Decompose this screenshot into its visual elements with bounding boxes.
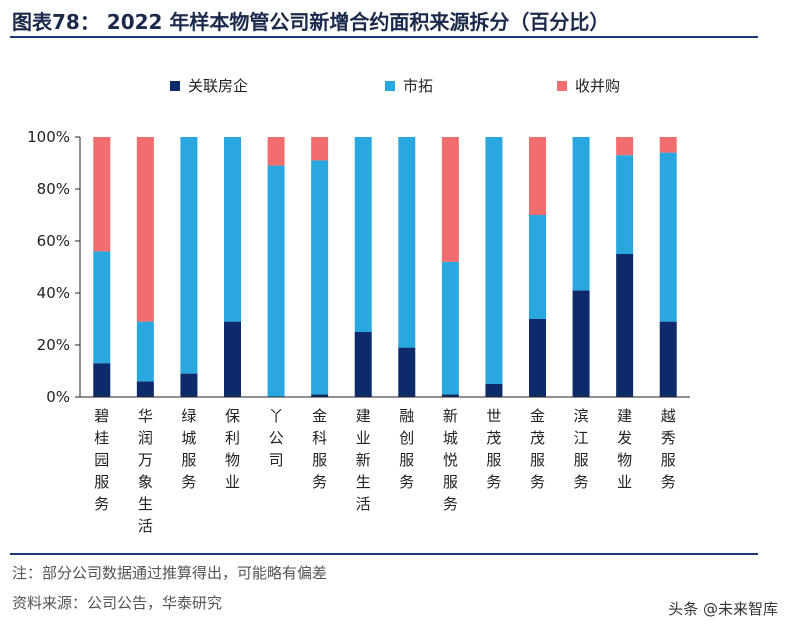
bar-5-0	[311, 394, 329, 397]
bar-6-1	[354, 137, 372, 332]
bar-10-1	[529, 215, 546, 319]
bar-7-1	[398, 137, 416, 348]
x-label-12: 建发物业	[617, 407, 632, 491]
bar-1-2	[136, 137, 154, 322]
legend-label-0: 关联房企	[188, 77, 248, 95]
y-tick-label-5: 100%	[27, 128, 70, 146]
bar-1-0	[136, 381, 154, 397]
footer-divider	[10, 553, 758, 555]
bars	[93, 137, 677, 397]
bar-3-1	[224, 137, 241, 322]
y-tick-label-0: 0%	[46, 388, 70, 406]
legend-swatch-0	[170, 81, 180, 91]
bar-2-0	[180, 373, 198, 397]
x-label-9: 世茂服务	[486, 407, 501, 491]
footnote: 注：部分公司数据通过推算得出，可能略有偏差	[12, 564, 328, 582]
source-note: 资料来源：公司公告，华泰研究	[12, 594, 223, 612]
bar-3-0	[224, 321, 241, 397]
bar-11-1	[572, 137, 590, 291]
x-label-1: 华润万象生活	[138, 407, 153, 535]
bar-9-1	[485, 137, 503, 384]
bar-2-1	[180, 137, 198, 374]
x-label-3: 保利物业	[225, 407, 240, 491]
bar-0-2	[93, 137, 111, 252]
legend: 关联房企 市拓 收并购	[170, 77, 620, 95]
bar-4-2	[267, 137, 285, 166]
bar-12-2	[616, 137, 634, 156]
x-label-2: 绿城服务	[181, 407, 196, 491]
bar-12-1	[616, 155, 634, 254]
bar-8-0	[441, 394, 459, 397]
x-label-5: 金科服务	[312, 407, 327, 491]
legend-swatch-1	[385, 81, 395, 91]
bar-8-2	[441, 137, 459, 262]
bar-10-0	[529, 319, 546, 397]
x-label-13: 越秀服务	[661, 407, 676, 491]
chart-title: 图表78： 2022 年样本物管公司新增合约面积来源拆分（百分比）	[12, 10, 610, 34]
bar-12-0	[616, 254, 634, 397]
bar-1-1	[136, 321, 154, 382]
x-axis: 碧桂园服务 华润万象生活 绿城服务 保利物业 丫公司 金科服务 建业新生活 融创服务 新城悦服务…	[80, 396, 690, 535]
x-label-0: 碧桂园服务	[94, 407, 109, 513]
legend-label-1: 市拓	[403, 77, 433, 95]
bar-11-0	[572, 290, 590, 397]
bar-0-0	[93, 363, 111, 397]
bar-6-0	[354, 332, 372, 397]
x-label-7: 融创服务	[399, 407, 414, 491]
x-label-8: 新城悦服务	[443, 407, 458, 513]
bar-13-1	[659, 152, 677, 322]
y-tick-label-4: 80%	[37, 180, 70, 198]
legend-swatch-2	[557, 81, 567, 91]
bar-5-2	[311, 137, 329, 161]
bar-0-1	[93, 251, 111, 364]
x-label-6: 建业新生活	[356, 407, 371, 513]
bar-10-2	[529, 137, 546, 215]
bar-5-1	[311, 160, 329, 395]
bar-8-1	[441, 261, 459, 395]
x-label-4: 丫公司	[269, 407, 284, 469]
bar-13-2	[659, 137, 677, 153]
bar-9-0	[485, 384, 503, 397]
y-tick-label-1: 20%	[37, 336, 70, 354]
legend-label-2: 收并购	[575, 77, 620, 95]
y-axis: 0% 20% 40% 60% 80% 100%	[27, 128, 81, 406]
title-divider	[10, 36, 758, 38]
x-label-10: 金茂服务	[530, 407, 545, 491]
watermark: 头条 @未来智库	[664, 598, 782, 619]
stacked-bar-chart: 关联房企 市拓 收并购 0% 20% 40% 60% 80% 100% 碧桂园服务 华润万象生活…	[27, 77, 690, 535]
y-tick-label-3: 60%	[37, 232, 70, 250]
bar-4-1	[267, 165, 285, 397]
y-tick-label-2: 40%	[37, 284, 70, 302]
bar-13-0	[659, 321, 677, 397]
bar-7-0	[398, 347, 416, 397]
x-label-11: 滨江服务	[574, 407, 589, 491]
